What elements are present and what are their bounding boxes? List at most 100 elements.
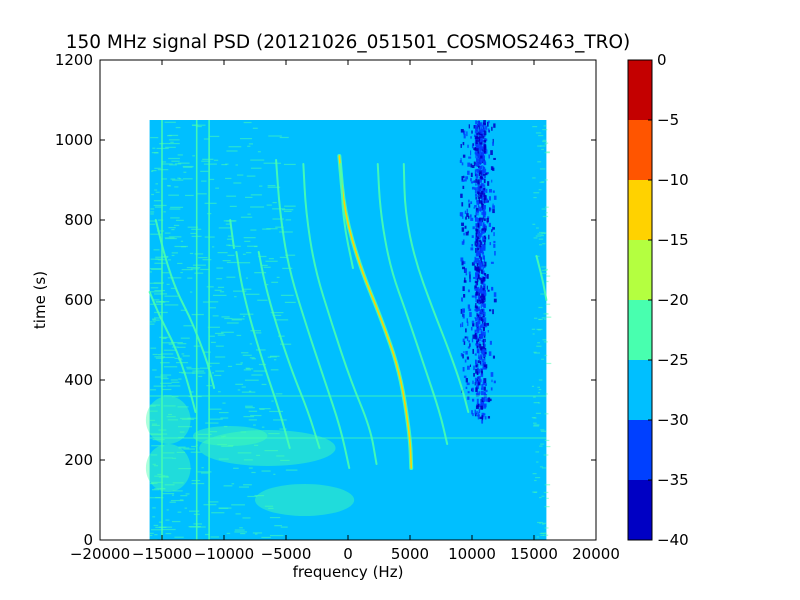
heatmap-speckle — [187, 226, 198, 228]
heatmap-low-power-speckle — [474, 257, 478, 263]
heatmap-low-power-speckle — [477, 415, 480, 420]
heatmap-low-power-speckle — [470, 181, 473, 184]
heatmap-speckle — [171, 342, 183, 344]
heatmap-speckle — [202, 351, 211, 353]
heatmap-speckle — [274, 359, 277, 361]
heatmap-speckle — [217, 443, 228, 446]
heatmap-low-power-speckle — [475, 173, 478, 179]
heatmap-speckle — [532, 223, 536, 225]
heatmap-speckle — [212, 294, 227, 296]
heatmap-speckle — [542, 139, 546, 141]
heatmap-low-power-speckle — [480, 146, 484, 149]
heatmap-low-power-speckle — [483, 218, 486, 222]
heatmap-speckle — [261, 264, 268, 267]
heatmap-speckle — [188, 526, 201, 528]
heatmap-speckle — [168, 236, 182, 238]
heatmap-low-power-speckle — [478, 292, 481, 297]
heatmap-speckle — [208, 408, 222, 410]
heatmap-speckle — [270, 369, 279, 371]
heatmap-speckle — [152, 463, 156, 465]
colorbar: 0 −5 −10 −15 −20 −25 −30 −35 −40 — [627, 51, 689, 549]
spectrogram-heatmap — [145, 120, 552, 541]
heatmap-low-power-speckle — [474, 308, 477, 312]
heatmap-speckle — [219, 291, 225, 293]
heatmap-low-power-speckle — [479, 195, 483, 199]
heatmap-low-power-speckle — [482, 184, 486, 187]
heatmap-low-power-speckle — [460, 212, 464, 217]
heatmap-low-power-speckle — [472, 226, 475, 230]
heatmap-speckle — [151, 424, 160, 427]
heatmap-low-power-speckle — [485, 200, 488, 203]
heatmap-speckle — [245, 252, 252, 254]
heatmap-low-power-speckle — [476, 132, 479, 136]
heatmap-speckle — [222, 402, 226, 404]
heatmap-speckle — [166, 185, 171, 187]
heatmap-speckle — [267, 185, 276, 187]
heatmap-speckle — [269, 534, 284, 537]
heatmap-speckle — [544, 354, 548, 357]
heatmap-low-power-speckle — [479, 277, 481, 281]
heatmap-low-power-speckle — [479, 155, 483, 159]
heatmap-speckle — [181, 418, 195, 420]
heatmap-speckle — [542, 522, 547, 524]
heatmap-low-power-speckle — [480, 269, 483, 274]
heatmap-speckle — [254, 444, 259, 446]
heatmap-low-power-speckle — [479, 295, 483, 300]
heatmap-speckle — [234, 245, 241, 247]
heatmap-speckle — [183, 448, 195, 450]
heatmap-low-power-speckle — [482, 308, 485, 313]
heatmap-speckle — [170, 206, 184, 208]
heatmap-low-power-speckle — [481, 152, 485, 157]
heatmap-low-power-speckle — [477, 271, 480, 275]
heatmap-low-power-speckle — [479, 144, 482, 149]
colorbar-tick-label: −10 — [657, 171, 689, 189]
heatmap-low-power-speckle — [478, 295, 480, 299]
heatmap-speckle — [285, 469, 298, 471]
heatmap-low-power-speckle — [492, 138, 494, 144]
colorbar-tick-label: −20 — [657, 291, 689, 309]
heatmap-speckle — [167, 259, 171, 261]
heatmap-low-power-speckle — [475, 229, 479, 234]
heatmap-low-power-speckle — [463, 351, 465, 354]
heatmap-low-power-speckle — [477, 293, 480, 299]
heatmap-speckle — [190, 232, 197, 235]
heatmap-low-power-speckle — [479, 354, 483, 358]
heatmap-speckle — [200, 472, 209, 474]
heatmap-speckle — [206, 286, 214, 288]
heatmap-speckle — [544, 152, 550, 154]
heatmap-speckle — [545, 280, 549, 283]
heatmap-low-power-speckle — [480, 285, 482, 288]
heatmap-speckle — [166, 283, 170, 285]
heatmap-low-power-speckle — [484, 272, 487, 276]
heatmap-speckle — [254, 494, 265, 497]
heatmap-speckle — [279, 256, 288, 258]
heatmap-speckle — [203, 163, 217, 165]
heatmap-low-power-speckle — [481, 311, 484, 315]
heatmap-speckle — [168, 157, 180, 160]
heatmap-speckle — [243, 459, 253, 461]
heatmap-speckle — [150, 213, 154, 215]
heatmap-speckle — [150, 347, 157, 349]
heatmap-low-power-speckle — [477, 179, 480, 184]
heatmap-low-power-speckle — [470, 172, 473, 177]
heatmap-low-power-speckle — [463, 133, 466, 139]
heatmap-speckle — [208, 307, 217, 309]
heatmap-speckle — [151, 529, 164, 531]
heatmap-low-power-speckle — [479, 139, 481, 142]
heatmap-low-power-speckle — [481, 391, 484, 396]
heatmap-low-power-speckle — [474, 377, 478, 383]
heatmap-low-power-speckle — [482, 158, 484, 162]
heatmap-low-power-speckle — [482, 205, 485, 209]
heatmap-speckle — [535, 235, 542, 237]
heatmap-low-power-speckle — [472, 180, 475, 183]
heatmap-low-power-speckle — [478, 126, 480, 131]
heatmap-speckle — [261, 383, 267, 386]
heatmap-low-power-speckle — [462, 130, 466, 135]
heatmap-low-power-speckle — [473, 134, 477, 137]
heatmap-speckle — [236, 174, 244, 176]
heatmap-low-power-speckle — [493, 243, 496, 248]
heatmap-speckle — [150, 233, 163, 235]
heatmap-speckle — [543, 313, 548, 315]
heatmap-speckle — [160, 142, 170, 145]
heatmap-speckle — [215, 345, 224, 347]
